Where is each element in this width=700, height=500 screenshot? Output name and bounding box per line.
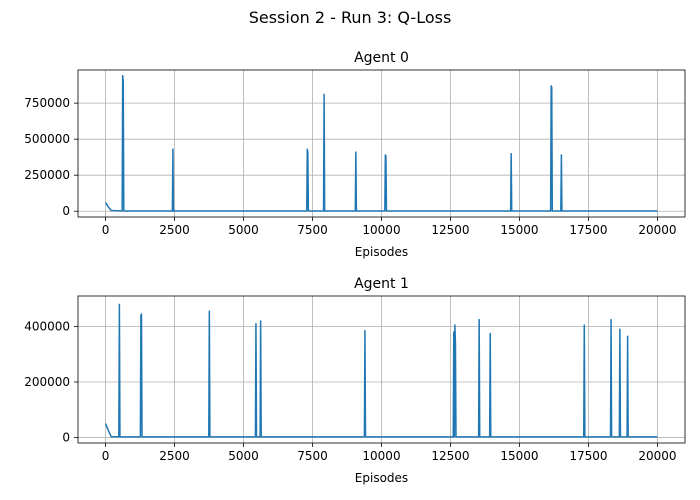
chart-agent-1: 0 2500 5000 7500 10000 12500 15000 17500 2000002… <box>24 276 686 485</box>
agent-1-qloss-line <box>104 303 658 438</box>
agent-0-x-tick-label: 10000 <box>362 223 400 237</box>
agent-0-x-tick-label: 5000 <box>228 223 259 237</box>
agent-0-x-tick-label: 17500 <box>569 223 607 237</box>
agent-0-qloss-line <box>104 75 658 212</box>
agent-1-title: Agent 1 <box>354 276 409 292</box>
agent-0-y-tick-label: 0 <box>62 204 70 218</box>
agent-1-x-tick-label: 7500 <box>297 449 328 463</box>
agent-1-x-tick-label: 17500 <box>569 449 607 463</box>
agent-0-y-tick-label: 750000 <box>24 96 70 110</box>
agent-1-x-tick-label: 20000 <box>638 449 676 463</box>
agent-0-x-tick-label: 20000 <box>638 223 676 237</box>
agent-1-x-tick-label: 2500 <box>159 449 190 463</box>
agent-1-y-tick-label: 0 <box>62 430 70 444</box>
agent-0-x-tick-label: 0 <box>102 223 110 237</box>
agent-1-y-tick-label: 200000 <box>24 375 70 389</box>
agent-0-x-tick-label: 12500 <box>431 223 469 237</box>
agent-1-x-tick-label: 12500 <box>431 449 469 463</box>
agent-1-x-axis-label: Episodes <box>355 471 408 485</box>
agent-0-x-tick-label: 7500 <box>297 223 328 237</box>
agent-0-x-tick-label: 15000 <box>500 223 538 237</box>
agent-1-y-tick-label: 400000 <box>24 320 70 334</box>
agent-1-x-tick-label: 10000 <box>362 449 400 463</box>
agent-0-y-tick-label: 250000 <box>24 168 70 182</box>
agent-0-y-tick-label: 500000 <box>24 132 70 146</box>
agent-0-title: Agent 0 <box>354 50 409 66</box>
agent-1-x-tick-label: 15000 <box>500 449 538 463</box>
figure-title: Session 2 - Run 3: Q-Loss <box>249 8 452 27</box>
agent-0-x-tick-label: 2500 <box>159 223 190 237</box>
agent-1-x-tick-label: 5000 <box>228 449 259 463</box>
agent-1-x-tick-label: 0 <box>102 449 110 463</box>
agent-0-x-axis-label: Episodes <box>355 245 408 259</box>
chart-agent-0: 0 2500 5000 7500 10000 12500 15000 17500 20000 0 2… <box>24 50 686 259</box>
